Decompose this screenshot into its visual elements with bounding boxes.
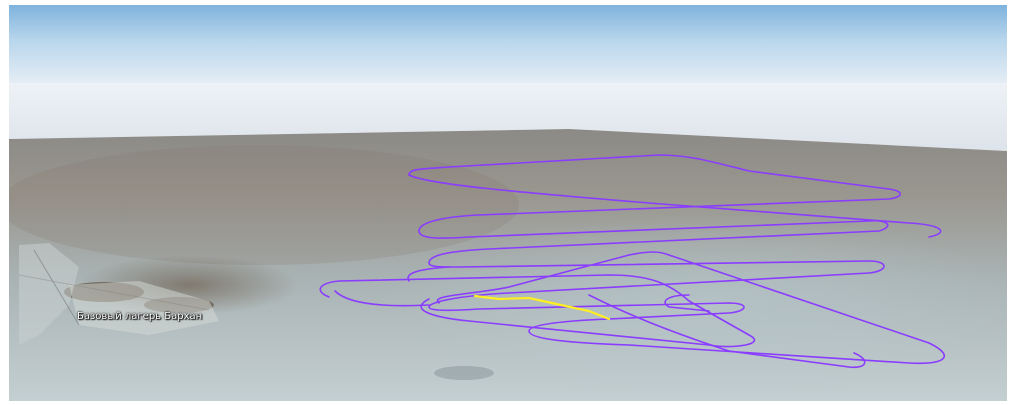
highlighted-segment xyxy=(473,294,611,321)
terrain-scene xyxy=(9,5,1007,401)
place-label[interactable]: Базовый лагерь Бархан xyxy=(77,311,203,322)
sky xyxy=(9,5,1007,85)
horizon-haze xyxy=(9,83,1007,151)
flight-track xyxy=(319,154,945,369)
globe-3d-viewport[interactable]: Базовый лагерь Бархан xyxy=(9,5,1007,401)
